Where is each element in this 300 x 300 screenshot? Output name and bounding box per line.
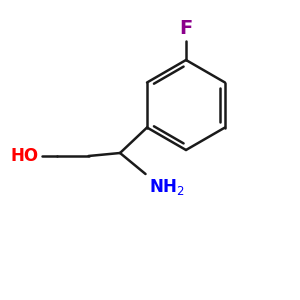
Text: NH$_2$: NH$_2$	[148, 177, 184, 197]
Text: HO: HO	[11, 147, 39, 165]
Text: F: F	[179, 19, 193, 38]
